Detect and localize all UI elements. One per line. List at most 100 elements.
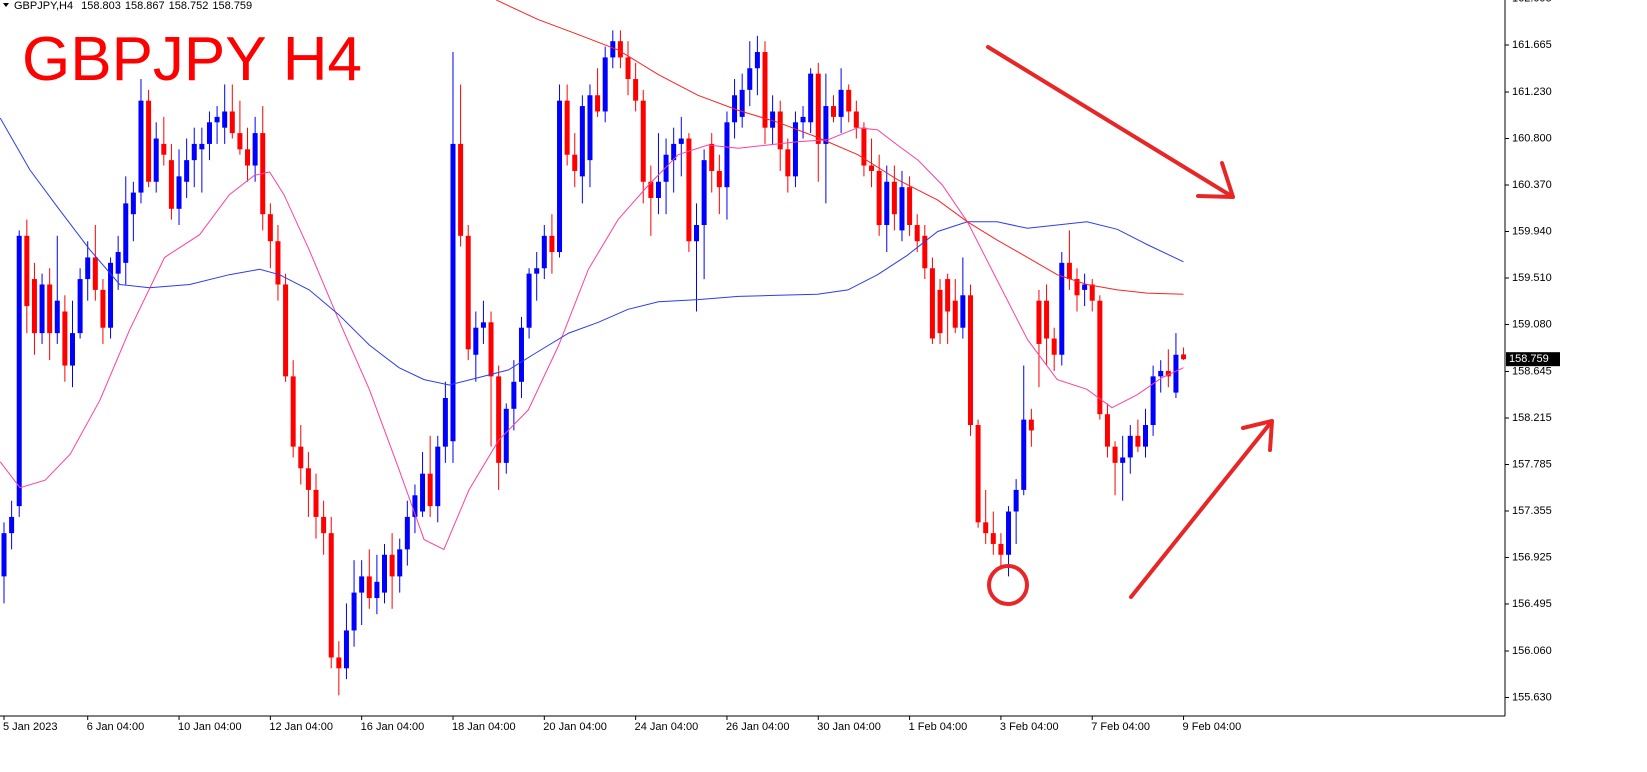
candle-body: [458, 143, 464, 236]
candle-body: [1112, 446, 1118, 463]
candle-body: [1150, 376, 1156, 426]
candle-body: [640, 100, 646, 182]
candle-body: [511, 381, 517, 409]
candle-body: [967, 295, 973, 426]
candle-body: [92, 257, 98, 290]
candle-body: [777, 111, 783, 150]
candle-body: [929, 268, 935, 339]
candle-body: [709, 143, 715, 171]
candle-body: [1059, 262, 1065, 355]
x-tick-label: 30 Jan 04:00: [817, 721, 881, 733]
candle-body: [1082, 284, 1088, 290]
candle-body: [1028, 419, 1034, 431]
candle-body: [115, 252, 121, 274]
moving-average: [0, 127, 1184, 551]
y-tick-label: 159.940: [1512, 225, 1552, 237]
candle-body: [671, 143, 677, 161]
candle-body: [366, 576, 372, 599]
y-tick-label: 159.510: [1512, 272, 1552, 284]
candle-body: [161, 143, 167, 155]
candle-body: [16, 235, 22, 507]
candle-body: [747, 68, 753, 90]
candle-body: [1173, 354, 1179, 393]
y-tick-label: 155.630: [1512, 691, 1552, 703]
candle-body: [176, 176, 182, 209]
candle-body: [206, 122, 212, 144]
down-arrow: [986, 45, 1235, 199]
candle-body: [1051, 338, 1057, 355]
candle-body: [922, 235, 928, 269]
candle-body: [108, 262, 114, 328]
candle-body: [1158, 370, 1164, 377]
candle-body: [861, 127, 867, 166]
candle-body: [1013, 489, 1019, 512]
candle-body: [770, 111, 776, 128]
candle-body: [945, 279, 951, 312]
x-tick-label: 9 Feb 04:00: [1183, 721, 1242, 733]
candle-body: [123, 203, 129, 263]
candle-body: [245, 149, 251, 166]
candle-body: [336, 657, 342, 669]
candle-body: [465, 235, 471, 350]
candle-body: [275, 241, 281, 285]
y-tick-label: 162.095: [1512, 0, 1552, 4]
candle-body: [884, 181, 890, 226]
candle-body: [404, 516, 410, 550]
up-arrow: [1129, 419, 1274, 599]
candle-body: [168, 160, 174, 209]
candle-body: [655, 181, 661, 198]
current-price-box: [1506, 352, 1560, 367]
x-tick-label: 26 Jan 04:00: [726, 721, 790, 733]
candle-body: [31, 279, 37, 334]
candle-body: [222, 111, 228, 128]
candle-body: [587, 95, 593, 161]
candle-body: [442, 397, 448, 447]
candle-body: [823, 106, 829, 144]
x-tick-label: 5 Jan 2023: [3, 721, 57, 733]
y-tick-label: 161.665: [1512, 39, 1552, 51]
candle-body: [267, 214, 273, 242]
candle-body: [990, 533, 996, 544]
annotations: [986, 45, 1274, 606]
candle-body: [899, 187, 905, 231]
candle-body: [518, 327, 524, 382]
candle-body: [62, 311, 68, 366]
low: 158.752: [169, 0, 209, 12]
candle-body: [663, 154, 669, 182]
y-tick-label: 161.230: [1512, 86, 1552, 98]
y-tick-label: 156.495: [1512, 598, 1552, 610]
candle-body: [146, 100, 152, 182]
x-tick-label: 18 Jan 04:00: [452, 721, 516, 733]
candle-body: [975, 425, 981, 523]
candle-body: [1, 533, 7, 577]
symbol: GBPJPY,H4: [14, 0, 73, 12]
candle-body: [808, 73, 814, 123]
open: 158.803: [81, 0, 121, 12]
y-tick-label: 156.060: [1512, 645, 1552, 657]
candle-body: [1021, 419, 1027, 490]
high: 158.867: [125, 0, 165, 12]
candle-body: [321, 516, 327, 534]
candle-body: [716, 170, 722, 188]
candle-body: [328, 533, 334, 658]
x-tick-label: 16 Jan 04:00: [361, 721, 425, 733]
candle-body: [313, 489, 319, 517]
candle-body: [343, 630, 349, 669]
candle-body: [876, 170, 882, 226]
candle-body: [298, 446, 304, 469]
candle-body: [557, 100, 563, 253]
candle-body: [1066, 262, 1072, 280]
candle-body: [541, 235, 547, 269]
candle-body: [633, 79, 639, 101]
plot-area: [0, 0, 1187, 696]
candle-body: [9, 516, 15, 534]
x-tick-label: 6 Jan 04:00: [87, 721, 144, 733]
candle-body: [252, 133, 258, 166]
candle-body: [1120, 457, 1126, 463]
y-tick-label: 157.355: [1512, 505, 1552, 517]
candle-body: [937, 289, 943, 334]
x-tick-label: 3 Feb 04:00: [1000, 721, 1059, 733]
candle-body: [153, 138, 159, 182]
